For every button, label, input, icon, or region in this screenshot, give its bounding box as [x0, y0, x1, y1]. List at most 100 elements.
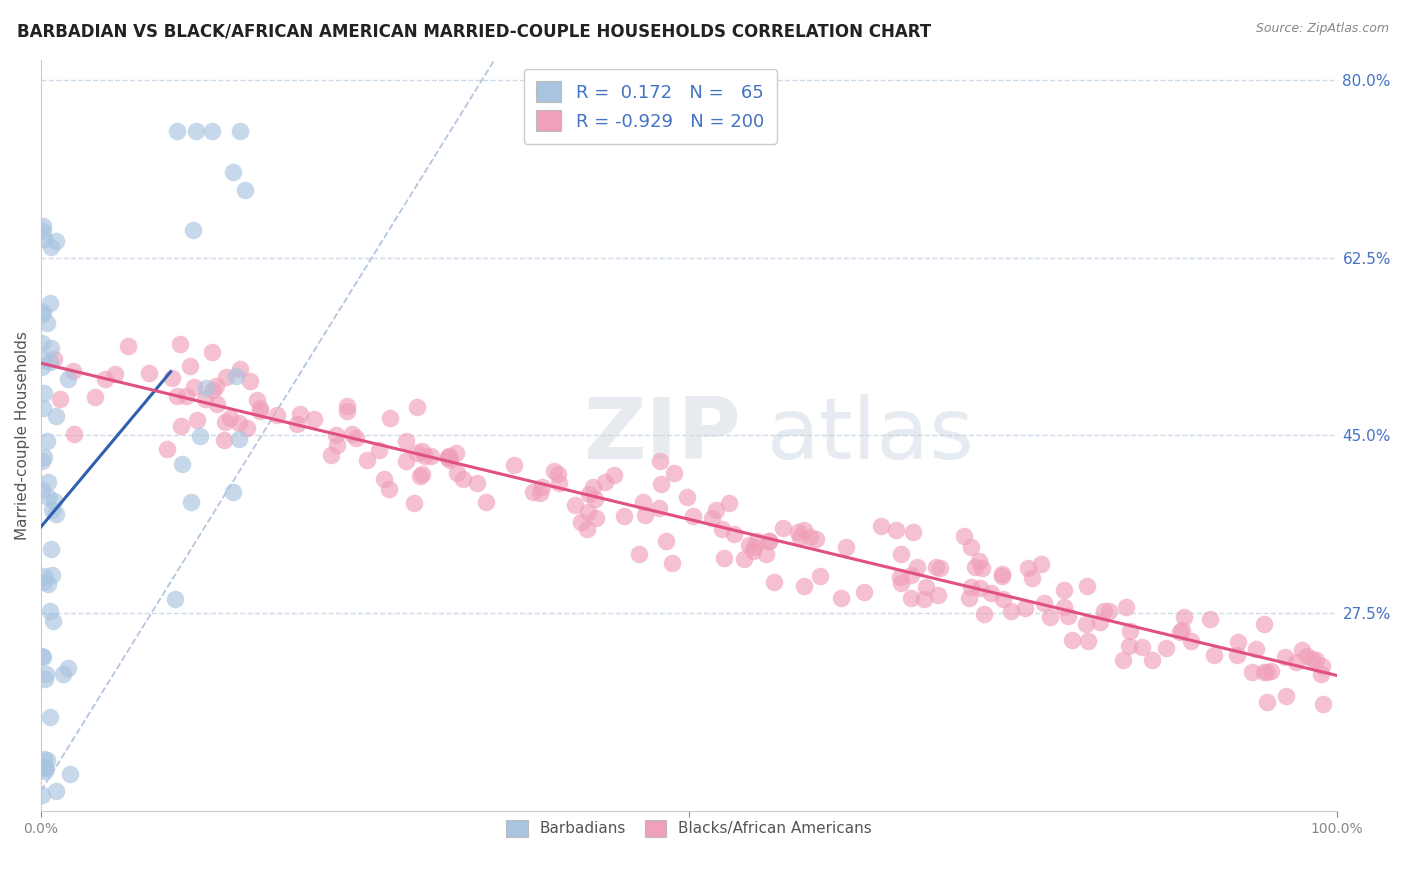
Point: [356, 452, 378, 467]
Point: [792, 579, 814, 593]
Point: [183, 380, 205, 394]
Point: [585, 511, 607, 525]
Point: [35, 434, 58, 448]
Point: [39, 295, 62, 310]
Point: [34, 568, 56, 582]
Point: [229, 124, 252, 138]
Point: [912, 592, 935, 607]
Point: [755, 547, 778, 561]
Point: [1076, 579, 1098, 593]
Point: [969, 581, 991, 595]
Point: [972, 561, 994, 575]
Point: [786, 524, 808, 539]
Point: [49, 392, 72, 406]
Point: [655, 534, 678, 549]
Point: [1244, 642, 1267, 657]
Point: [31, 454, 53, 468]
Point: [529, 485, 551, 500]
Point: [1118, 639, 1140, 653]
Point: [411, 467, 433, 481]
Point: [204, 379, 226, 393]
Point: [530, 480, 553, 494]
Point: [547, 467, 569, 482]
Point: [41, 502, 63, 516]
Point: [676, 490, 699, 504]
Point: [578, 487, 600, 501]
Point: [576, 522, 599, 536]
Point: [664, 466, 686, 480]
Point: [437, 450, 460, 465]
Point: [169, 337, 191, 351]
Point: [117, 338, 139, 352]
Point: [34, 672, 56, 686]
Point: [52, 667, 75, 681]
Point: [583, 491, 606, 506]
Point: [176, 389, 198, 403]
Point: [373, 472, 395, 486]
Legend: Barbadians, Blacks/African Americans: Barbadians, Blacks/African Americans: [499, 812, 880, 845]
Point: [1260, 664, 1282, 678]
Point: [94, 372, 117, 386]
Point: [42, 614, 65, 628]
Point: [1115, 600, 1137, 615]
Point: [758, 534, 780, 549]
Point: [1301, 652, 1323, 666]
Point: [342, 426, 364, 441]
Point: [31, 760, 53, 774]
Point: [806, 533, 828, 547]
Point: [32, 305, 55, 319]
Point: [166, 124, 188, 138]
Point: [889, 570, 911, 584]
Point: [959, 581, 981, 595]
Point: [31, 649, 53, 664]
Point: [927, 588, 949, 602]
Point: [221, 485, 243, 500]
Point: [661, 557, 683, 571]
Point: [31, 359, 53, 374]
Point: [37, 577, 59, 591]
Point: [929, 561, 952, 575]
Point: [704, 503, 727, 517]
Point: [166, 389, 188, 403]
Point: [793, 523, 815, 537]
Point: [34, 752, 56, 766]
Point: [184, 124, 207, 138]
Point: [647, 500, 669, 515]
Point: [1119, 624, 1142, 639]
Point: [1014, 601, 1036, 615]
Point: [991, 592, 1014, 607]
Point: [181, 223, 204, 237]
Point: [446, 446, 468, 460]
Point: [1180, 634, 1202, 648]
Point: [212, 433, 235, 447]
Point: [960, 541, 983, 555]
Point: [870, 518, 893, 533]
Point: [31, 335, 53, 350]
Point: [1032, 596, 1054, 610]
Point: [31, 483, 53, 497]
Point: [543, 464, 565, 478]
Point: [37, 753, 59, 767]
Point: [1295, 648, 1317, 663]
Point: [758, 534, 780, 549]
Point: [991, 568, 1014, 582]
Point: [229, 362, 252, 376]
Point: [789, 530, 811, 544]
Point: [613, 509, 636, 524]
Point: [45, 508, 67, 522]
Point: [37, 475, 59, 489]
Point: [925, 560, 948, 574]
Point: [246, 392, 269, 407]
Point: [35, 761, 58, 775]
Point: [650, 477, 672, 491]
Point: [44, 493, 66, 508]
Point: [42, 352, 65, 367]
Point: [31, 219, 53, 233]
Point: [1204, 648, 1226, 662]
Point: [39, 710, 62, 724]
Point: [249, 401, 271, 415]
Point: [32, 232, 55, 246]
Point: [901, 524, 924, 539]
Point: [1088, 615, 1111, 629]
Point: [439, 449, 461, 463]
